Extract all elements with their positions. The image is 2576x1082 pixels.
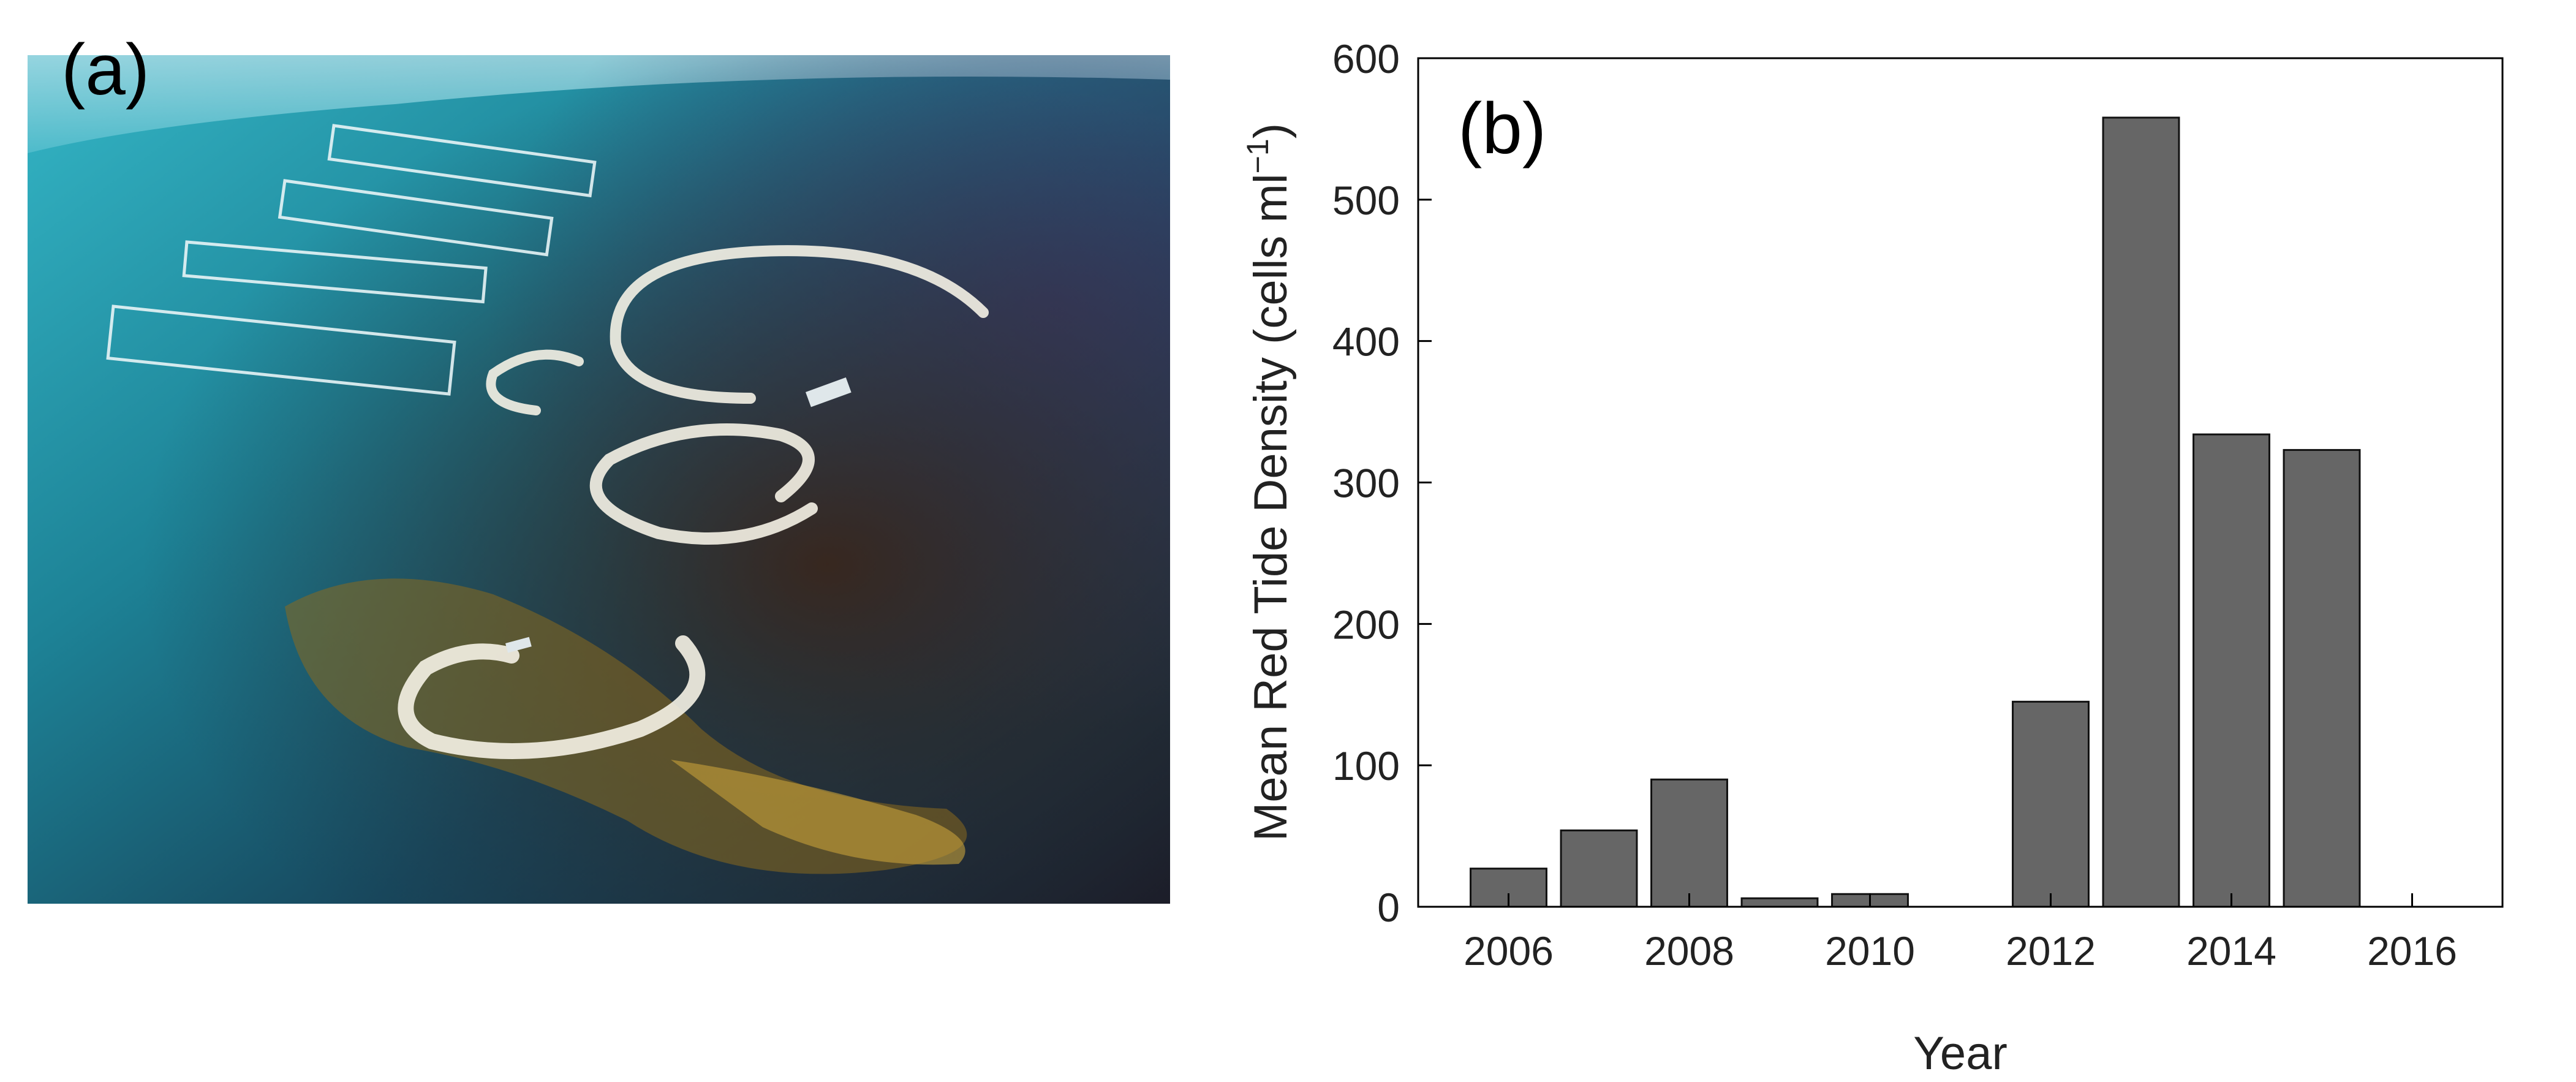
y-tick-label-500: 500: [1332, 178, 1400, 223]
y-axis-label-superscript: −1: [1241, 138, 1275, 173]
aerial-photo-graphic: [28, 55, 1170, 904]
bar-2009: [1740, 897, 1819, 908]
x-tick-label-2006: 2006: [1464, 928, 1554, 974]
x-axis-label: Year: [1913, 1027, 2008, 1080]
bar-2008: [1650, 778, 1728, 908]
bar-2007: [1560, 829, 1638, 908]
panel-a-label: (a): [61, 29, 150, 110]
y-tick-label-100: 100: [1332, 743, 1400, 789]
bar-2015: [2283, 448, 2361, 908]
y-tick-label-400: 400: [1332, 319, 1400, 365]
y-tick-label-200: 200: [1332, 602, 1400, 647]
x-axis-ticks: 2006 2008 2010 2012 2014 2016: [1464, 893, 2457, 974]
bar-2014: [2193, 433, 2270, 908]
bar-2013: [2102, 116, 2180, 908]
y-axis-label-main: Mean Red Tide Density (cells ml: [1245, 173, 1297, 841]
x-tick-label-2014: 2014: [2186, 928, 2276, 974]
x-tick-label-2010: 2010: [1825, 928, 1915, 974]
y-axis-label-suffix: ): [1245, 123, 1297, 138]
bar-2012: [2012, 700, 2090, 908]
panel-b-label: (b): [1458, 88, 1546, 169]
y-axis-ticks: 0 100 200 300 400 500 600: [1332, 36, 1432, 930]
x-tick-label-2008: 2008: [1644, 928, 1734, 974]
x-tick-label-2016: 2016: [2367, 928, 2457, 974]
y-tick-label-600: 600: [1332, 36, 1400, 81]
bar-series: [1470, 116, 2361, 908]
x-tick-label-2012: 2012: [2006, 928, 2096, 974]
y-axis-label: Mean Red Tide Density (cells ml−1): [1241, 123, 1297, 841]
y-tick-label-300: 300: [1332, 461, 1400, 506]
y-tick-label-0: 0: [1377, 885, 1400, 930]
aerial-photo: [28, 55, 1170, 904]
